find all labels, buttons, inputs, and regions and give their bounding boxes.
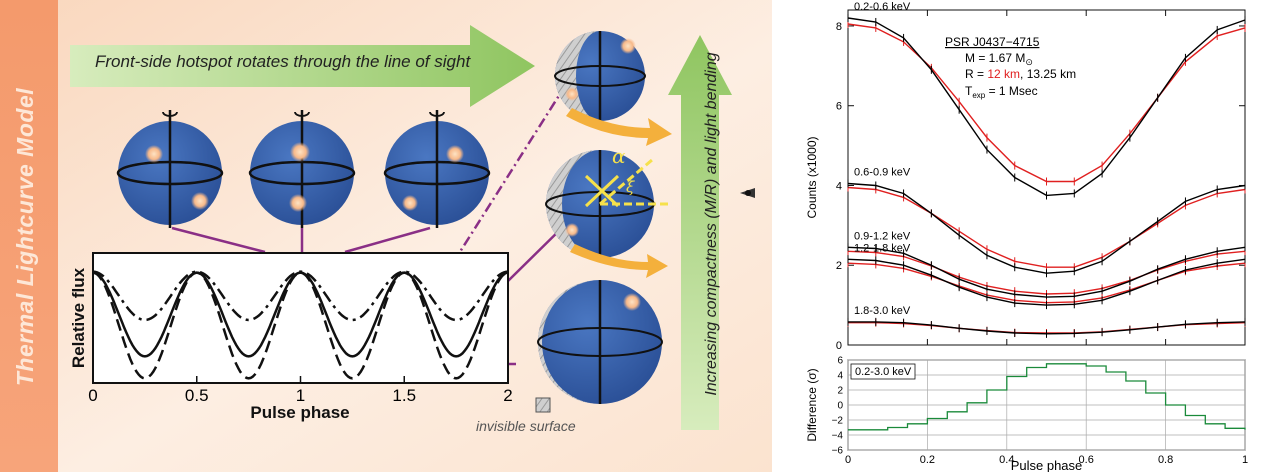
compact-star-2: α ξ: [545, 144, 670, 258]
y-tick-label: 4: [836, 180, 842, 192]
band-label: 1.8-3.0 keV: [854, 305, 911, 317]
inset-xlabel: Pulse phase: [250, 403, 349, 422]
compactness-arrow-label: Increasing compactness (M/R) and light b…: [703, 52, 720, 396]
rotation-arrow-label: Front-side hotspot rotates through the l…: [95, 52, 471, 71]
relative-flux-plot: Pulse phase Relative flux 0 0.5 1 1.5 2: [69, 252, 513, 422]
rotating-star-2: [248, 110, 356, 228]
bending-arrows: [566, 108, 672, 278]
alpha-symbol: α: [612, 144, 626, 168]
invisible-surface-label: invisible surface: [476, 418, 576, 434]
inset-xtick-label: 0.5: [185, 386, 209, 405]
x-tick-label: 0.4: [999, 454, 1014, 466]
diff-ylabel: Difference (σ): [805, 368, 819, 441]
main-ylabel: Counts (x1000): [805, 136, 819, 218]
diff-y-tick-label: 4: [837, 371, 843, 382]
xi-symbol: ξ: [626, 178, 635, 196]
inset-xtick-label: 1.5: [392, 386, 416, 405]
compactness-arrow: [668, 35, 732, 430]
star-parameters: PSR J0437−4715 M = 1.67 M⊙ R = 12 km, 13…: [945, 35, 1076, 100]
y-tick-label: 2: [836, 260, 842, 272]
exposure-label: Texp = 1 Msec: [965, 84, 1038, 100]
counts-plot: 0 2 4 6 8 Counts (x1000) 0.2-0.6 keV 0.6-0.9 ke…: [805, 1, 1246, 352]
x-tick-label: 0.8: [1158, 454, 1173, 466]
lightcurve-model-diagram: α ξ: [0, 0, 772, 472]
y-tick-label: 6: [836, 101, 842, 113]
flux-curve-dashdot: [92, 270, 509, 322]
mass-label: M = 1.67 M⊙: [965, 51, 1033, 67]
inset-xtick-label: 2: [503, 386, 512, 405]
compact-star-3: [537, 280, 663, 404]
inset-xtick-label: 0: [88, 386, 97, 405]
band-label: 1.2-1.8 keV: [854, 242, 911, 254]
diff-y-tick-label: −6: [832, 446, 844, 457]
diagram-title: Thermal Lightcurve Model: [12, 87, 38, 387]
band-label: 0.2-0.6 keV: [854, 1, 911, 13]
band-label: 0.9-1.2 keV: [854, 230, 911, 242]
title-stripe: [0, 0, 58, 472]
main-plot-frame: [847, 9, 1246, 346]
difference-series: [848, 363, 1246, 431]
x-tick-label: 1: [1242, 454, 1248, 466]
y-tick-label: 0: [836, 340, 842, 352]
lightcurve-red: [847, 23, 1246, 183]
diagram-background: α ξ: [0, 0, 772, 472]
radius-label: R = 12 km, 13.25 km: [965, 67, 1076, 81]
diff-y-tick-label: −4: [832, 431, 844, 442]
diff-band-label: 0.2-3.0 keV: [855, 366, 912, 378]
diff-y-tick-label: 6: [837, 356, 843, 367]
x-tick-label: 0: [845, 454, 851, 466]
inset-ylabel: Relative flux: [69, 267, 88, 368]
y-tick-label: 8: [836, 21, 842, 33]
invisible-surface-swatch: [535, 397, 551, 413]
inset-xtick-label: 1: [296, 386, 305, 405]
band-label: 0.6-0.9 keV: [854, 166, 911, 178]
x-tick-label: 0.6: [1079, 454, 1094, 466]
rotation-arrow: [70, 25, 535, 107]
compact-star-1: [554, 31, 646, 121]
x-tick-label: 0.2: [920, 454, 935, 466]
diff-y-tick-label: 0: [837, 401, 843, 412]
diff-y-tick-label: 2: [837, 386, 843, 397]
pulsar-name: PSR J0437−4715: [945, 35, 1040, 49]
observer-eye-icon: [740, 188, 755, 198]
diff-y-tick-label: −2: [832, 416, 844, 427]
diff-band-box: [850, 363, 916, 380]
pulse-profile-chart: 0 2 4 6 8 Counts (x1000) 0.2-0.6 keV 0.6-0.9 ke…: [805, 1, 1248, 472]
rotating-star-1: [116, 110, 224, 228]
flux-curve-dashed: [92, 271, 509, 380]
rotating-star-3: [383, 110, 491, 228]
diff-xlabel: Pulse phase: [1011, 458, 1083, 472]
